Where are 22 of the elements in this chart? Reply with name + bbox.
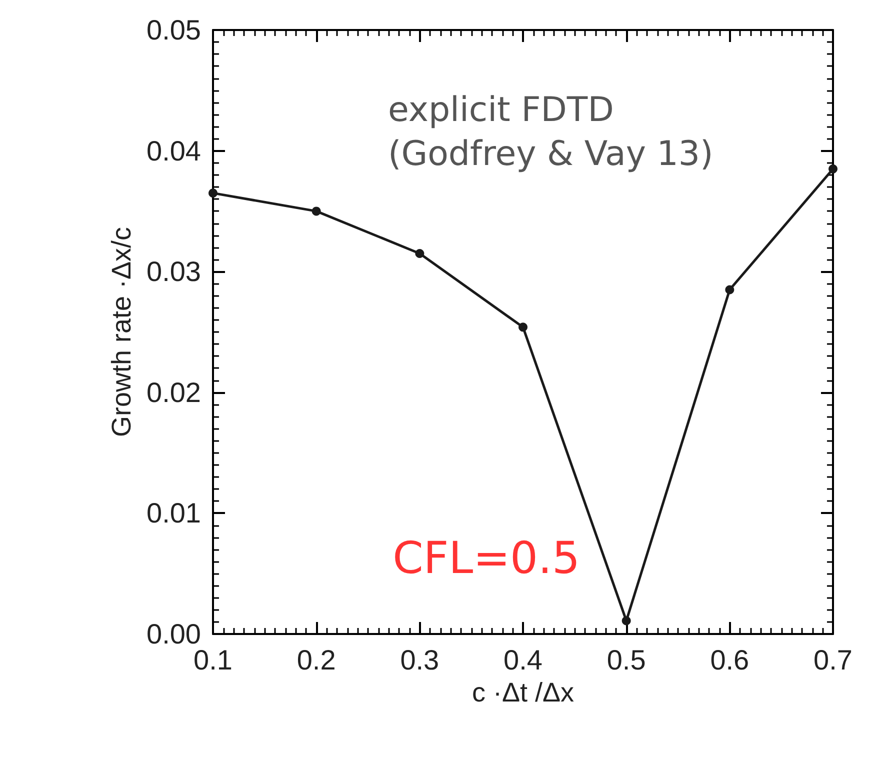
y-tick-label: 0.02 [146,376,201,408]
point [725,285,734,294]
annotation: explicit FDTD (Godfrey & Vay 13) [388,90,714,174]
y-tick-label: 0.04 [146,135,201,166]
point [415,248,424,258]
point [208,188,218,198]
point [312,206,321,216]
y-tick-label: 0.03 [146,256,201,288]
x-axis-title: c ·Δt /Δx [472,677,575,708]
x-tick-label: 0.3 [400,644,440,676]
point [518,322,528,332]
x-tick-label: 0.6 [710,644,750,676]
x-tick-label: 0.2 [296,644,336,676]
x-tick-label: 0.5 [606,644,646,676]
y-tick-label: 0.01 [146,498,201,529]
point [622,616,631,626]
x-tick-label: 0.7 [814,644,852,676]
x-tick-label: 0.4 [504,644,542,676]
y-tick-label: 0.05 [146,14,201,46]
point [828,164,838,174]
y-axis-title: Growth rate ·Δx/c [106,226,136,438]
annotation: CFL=0.5 [392,533,580,584]
